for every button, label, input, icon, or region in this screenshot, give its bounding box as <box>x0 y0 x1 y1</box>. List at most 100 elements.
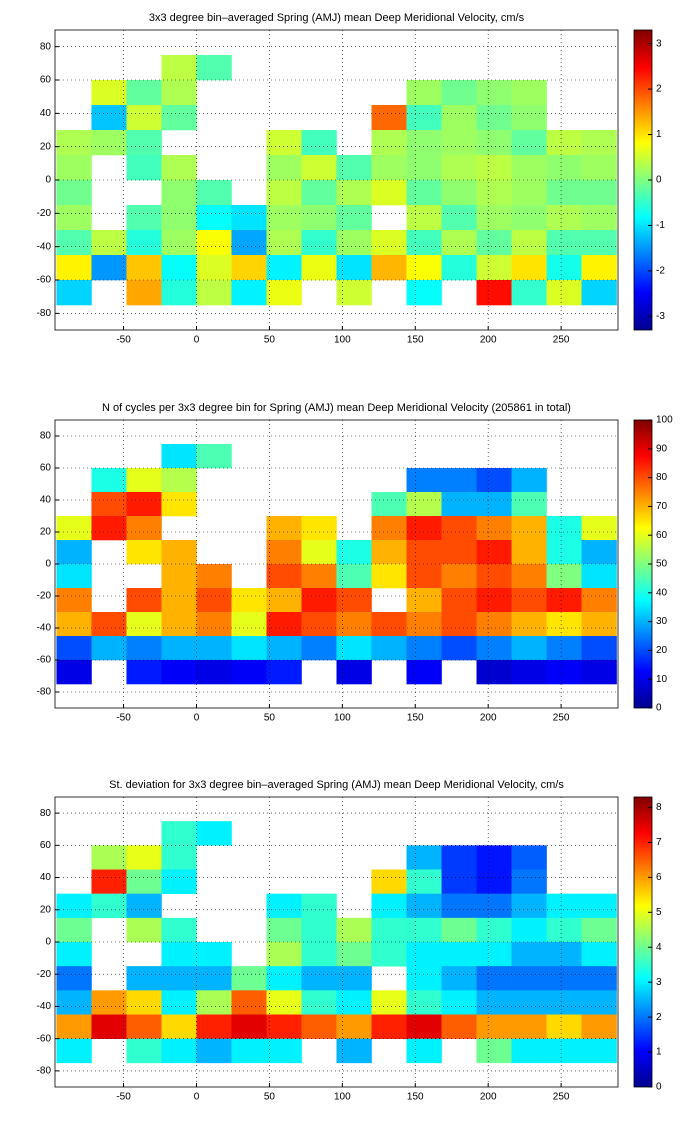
data-cell <box>301 917 337 943</box>
data-cell <box>161 660 197 685</box>
data-cell <box>56 155 92 181</box>
data-cell <box>406 130 442 156</box>
data-cell <box>196 1014 232 1039</box>
data-cell <box>546 636 582 661</box>
x-tick-label: 100 <box>334 713 351 724</box>
data-cell <box>161 540 197 565</box>
data-cell <box>581 540 617 565</box>
data-cell <box>476 540 512 565</box>
data-cell <box>406 80 442 106</box>
data-cell <box>371 155 407 181</box>
colorbar-tick-label: 2 <box>656 84 662 95</box>
colorbar-tick-label: -3 <box>656 311 665 322</box>
data-cell <box>546 942 582 967</box>
y-tick-label: 40 <box>40 495 52 506</box>
y-tick-label: -20 <box>37 969 52 980</box>
panel-title: 3x3 degree bin–averaged Spring (AMJ) mea… <box>149 12 525 24</box>
data-cell <box>161 564 197 589</box>
data-cell <box>126 588 162 613</box>
data-cell <box>231 280 267 306</box>
data-cell <box>266 516 302 541</box>
colorbar-tick-label: 1 <box>656 1047 662 1058</box>
colorbar-tick-label: 40 <box>656 587 668 598</box>
data-cell <box>371 130 407 156</box>
data-cell <box>511 660 547 685</box>
data-cell <box>56 540 92 565</box>
data-cell <box>56 966 92 991</box>
y-tick-label: 20 <box>40 904 52 915</box>
data-cell <box>476 255 512 281</box>
data-cell <box>371 917 407 943</box>
axes-frame <box>54 419 619 709</box>
data-cell <box>266 564 302 589</box>
data-cell <box>441 990 477 1015</box>
data-cell <box>371 869 407 894</box>
colorbar-tick-label: 7 <box>656 837 662 848</box>
data-cell <box>546 516 582 541</box>
colorbar-tick-label: 20 <box>656 645 668 656</box>
data-cell <box>231 636 267 661</box>
data-cell <box>441 1014 477 1039</box>
colorbar-tick-label: 2 <box>656 1012 662 1023</box>
data-cell <box>301 893 337 919</box>
data-cell <box>511 612 547 637</box>
y-tick-label: 40 <box>40 872 52 883</box>
data-cell <box>266 636 302 661</box>
data-cell <box>371 255 407 281</box>
data-cell <box>196 588 232 613</box>
data-cell <box>266 180 302 206</box>
data-cell <box>301 540 337 565</box>
data-cell <box>546 588 582 613</box>
data-cell <box>511 588 547 613</box>
data-cell <box>126 917 162 943</box>
data-cell <box>546 280 582 306</box>
data-cell <box>126 1014 162 1039</box>
map-panel: 3x3 degree bin–averaged Spring (AMJ) mea… <box>37 12 666 346</box>
data-cell <box>581 230 617 256</box>
data-cell <box>371 612 407 637</box>
data-cell <box>511 893 547 919</box>
data-cell <box>161 821 197 846</box>
data-cell <box>581 155 617 181</box>
data-cell <box>161 492 197 517</box>
data-cell <box>126 80 162 106</box>
data-cell <box>336 990 372 1015</box>
data-cell <box>161 917 197 943</box>
data-cell <box>56 516 92 541</box>
data-cell <box>161 869 197 894</box>
data-cell <box>371 105 407 131</box>
data-cell <box>476 1038 512 1064</box>
data-cell <box>56 1038 92 1064</box>
data-cell <box>476 80 512 106</box>
colorbar-tick-label: -1 <box>656 220 665 231</box>
colorbar-tick-label: 70 <box>656 501 668 512</box>
y-tick-label: -60 <box>37 655 52 666</box>
data-cell <box>371 990 407 1015</box>
data-cell <box>581 660 617 685</box>
data-cell <box>371 893 407 919</box>
data-cell <box>301 564 337 589</box>
colorbar-tick-label: 5 <box>656 907 662 918</box>
data-cell <box>476 917 512 943</box>
data-cell <box>91 893 127 919</box>
data-cell <box>336 205 372 231</box>
data-cell <box>581 180 617 206</box>
data-cell <box>336 588 372 613</box>
data-cell <box>56 917 92 943</box>
cells <box>56 821 617 1064</box>
data-cell <box>91 845 127 870</box>
data-cell <box>301 966 337 991</box>
colorbar-tick-label: 0 <box>656 703 662 714</box>
data-cell <box>161 1014 197 1039</box>
data-cell <box>56 280 92 306</box>
data-cell <box>56 893 92 919</box>
data-cell <box>581 205 617 231</box>
data-cell <box>126 990 162 1015</box>
data-cell <box>441 917 477 943</box>
data-cell <box>91 636 127 661</box>
data-cell <box>371 516 407 541</box>
data-cell <box>441 612 477 637</box>
data-cell <box>476 105 512 131</box>
data-cell <box>231 1014 267 1039</box>
data-cell <box>546 540 582 565</box>
